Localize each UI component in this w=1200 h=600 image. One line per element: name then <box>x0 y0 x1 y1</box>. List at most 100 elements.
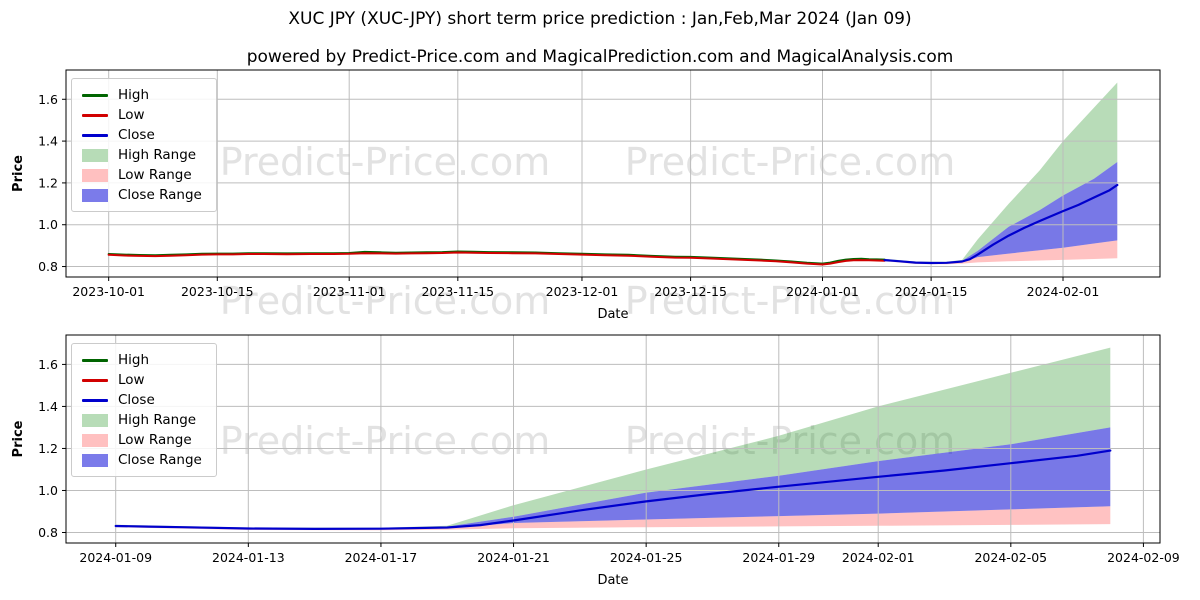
legend-item-high-range: High Range <box>82 145 202 165</box>
x-tick-label: 2023-12-01 <box>546 284 619 299</box>
gridlines <box>66 335 1160 543</box>
legend-item-close-range: Close Range <box>82 185 202 205</box>
axis-ticks: 2024-01-09 2024-01-13 2024-01-17 2024-01-21… <box>38 357 1180 565</box>
legend-item-low: Low <box>82 105 202 125</box>
low-range-band <box>884 240 1118 265</box>
legend-label: Close Range <box>118 187 202 203</box>
legend-label: High <box>118 87 150 103</box>
legend-item-close: Close <box>82 125 202 145</box>
legend-label: High Range <box>118 147 197 163</box>
y-tick-label: 1.2 <box>38 441 58 456</box>
x-tick-label: 2023-11-15 <box>421 284 494 299</box>
legend-item-high: High <box>82 350 202 370</box>
legend-line-swatch <box>82 358 108 362</box>
high-range-band <box>884 82 1118 263</box>
close-line <box>883 183 1119 265</box>
y-tick-label: 1.6 <box>38 92 58 107</box>
data-lines <box>114 449 1112 530</box>
y-tick-label: 0.8 <box>38 259 58 274</box>
legend-item-close: Close <box>82 390 202 410</box>
watermark-text: Predict-Price.com <box>219 279 551 323</box>
legend-label: Low Range <box>118 432 192 448</box>
high-range-band <box>115 347 1111 529</box>
data-lines <box>107 183 1119 266</box>
legend-item-close-range: Close Range <box>82 450 202 470</box>
low-line <box>107 251 886 266</box>
plot-border <box>65 334 1161 544</box>
legend-line-swatch <box>82 93 108 97</box>
legend-top: High Low Close High Range Low Range Close Ran… <box>71 78 217 212</box>
y-axis-label: Price <box>11 420 26 457</box>
legend-bottom: High Low Close High Range Low Range Close Ran… <box>71 343 217 477</box>
gridlines <box>66 70 1160 277</box>
y-tick-label: 0.8 <box>38 525 58 540</box>
legend-line-swatch <box>82 133 108 137</box>
legend-label: Low <box>118 372 145 388</box>
legend-label: High Range <box>118 412 197 428</box>
legend-patch-swatch <box>82 433 108 447</box>
legend-patch-swatch <box>82 168 108 182</box>
price-chart-top-svg: 2023-10-01 2023-10-15 2023-11-01 2023-11-15… <box>11 69 1161 322</box>
y-tick-label: 1.0 <box>38 483 58 498</box>
legend-label: High <box>118 352 150 368</box>
y-axis-label: Price <box>11 155 26 192</box>
legend-patch-swatch <box>82 188 108 202</box>
x-tick-label: 2023-10-15 <box>181 284 254 299</box>
close-line <box>114 449 1112 530</box>
y-tick-label: 1.2 <box>38 175 58 190</box>
x-tick-label: 2024-02-09 <box>1107 550 1180 565</box>
y-tick-label: 1.4 <box>38 399 58 414</box>
legend-label: Close Range <box>118 452 202 468</box>
axis-ticks: 2023-10-01 2023-10-15 2023-11-01 2023-11-15… <box>38 92 1099 299</box>
watermark-text: Predict-Price.com <box>219 419 551 463</box>
x-tick-label: 2024-02-01 <box>842 550 915 565</box>
page-title: XUC JPY (XUC-JPY) short term price predi… <box>288 9 912 29</box>
watermark-text: Predict-Price.com <box>624 279 956 323</box>
plot-border <box>65 69 1161 278</box>
legend-label: Low <box>118 107 145 123</box>
watermark-text: Predict-Price.com <box>625 419 956 463</box>
x-tick-label: 2024-02-05 <box>974 550 1047 565</box>
legend-patch-swatch <box>82 453 108 467</box>
x-tick-label: 2024-01-09 <box>79 550 152 565</box>
legend-item-low-range: Low Range <box>82 430 202 450</box>
legend-label: Close <box>118 392 155 408</box>
x-tick-label: 2024-01-13 <box>212 550 285 565</box>
close-range-band <box>884 162 1118 264</box>
y-tick-label: 1.4 <box>38 134 58 149</box>
x-tick-label: 2024-01-01 <box>786 284 859 299</box>
legend-patch-swatch <box>82 413 108 427</box>
x-tick-label: 2023-11-01 <box>313 284 386 299</box>
x-axis-label: Date <box>597 307 628 322</box>
x-tick-label: 2023-12-15 <box>654 284 727 299</box>
close-range-band <box>115 427 1111 530</box>
legend-patch-swatch <box>82 148 108 162</box>
page-subtitle: powered by Predict-Price.com and Magical… <box>246 47 954 67</box>
price-chart-bottom-svg: 2024-01-09 2024-01-13 2024-01-17 2024-01-21… <box>11 334 1180 588</box>
x-tick-label: 2023-10-01 <box>72 284 145 299</box>
x-tick-label: 2024-01-29 <box>742 550 815 565</box>
legend-label: Low Range <box>118 167 192 183</box>
range-bands <box>115 347 1111 531</box>
x-tick-label: 2024-01-15 <box>895 284 968 299</box>
y-tick-label: 1.6 <box>38 357 58 372</box>
legend-item-high-range: High Range <box>82 410 202 430</box>
legend-item-low: Low <box>82 370 202 390</box>
low-range-band <box>115 506 1111 531</box>
range-bands <box>884 82 1118 265</box>
watermark-text: Predict-Price.com <box>219 140 551 184</box>
legend-line-swatch <box>82 398 108 402</box>
legend-line-swatch <box>82 113 108 117</box>
y-tick-label: 1.0 <box>38 217 58 232</box>
x-tick-label: 2024-01-21 <box>477 550 550 565</box>
legend-label: Close <box>118 127 155 143</box>
legend-line-swatch <box>82 378 108 382</box>
x-tick-label: 2024-01-25 <box>610 550 683 565</box>
price-chart-bottom: 2024-01-09 2024-01-13 2024-01-17 2024-01-21… <box>0 334 1200 597</box>
x-axis-label: Date <box>597 573 628 588</box>
x-tick-label: 2024-01-17 <box>345 550 418 565</box>
legend-item-high: High <box>82 85 202 105</box>
price-chart-top: 2023-10-01 2023-10-15 2023-11-01 2023-11-15… <box>0 69 1200 332</box>
watermark-text: Predict-Price.com <box>624 140 956 184</box>
